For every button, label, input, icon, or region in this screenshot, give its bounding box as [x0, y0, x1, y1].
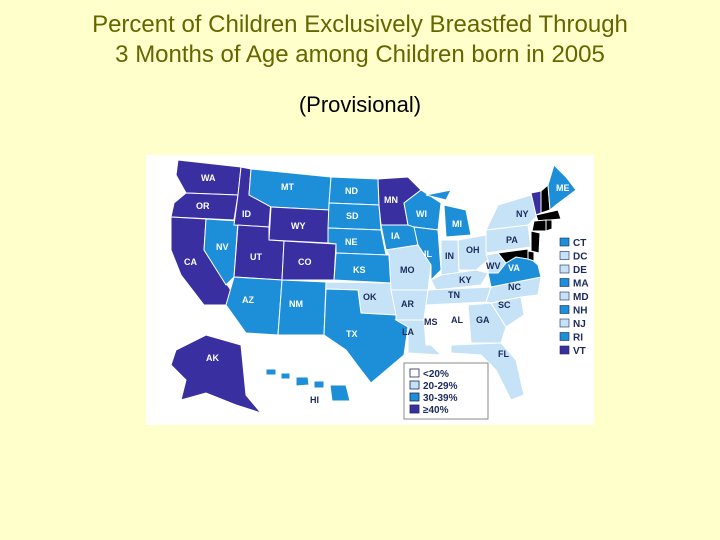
small-state-swatch-md [559, 291, 570, 301]
label-wv: WV [486, 261, 501, 271]
label-in: IN [445, 251, 454, 261]
small-state-swatch-de [559, 264, 570, 274]
label-ut: UT [250, 252, 262, 262]
label-ok: OK [363, 292, 377, 302]
small-state-swatch-ct [559, 237, 570, 247]
small-state-label-de: DE [573, 265, 587, 276]
state-fl [450, 342, 525, 401]
legend-label-20-29: 20-29% [423, 381, 458, 392]
label-mo: MO [400, 265, 415, 275]
label-va: VA [508, 263, 520, 273]
label-wy: WY [291, 221, 306, 231]
label-tn: TN [448, 290, 460, 300]
label-nv: NV [216, 242, 229, 252]
us-map-panel: WA OR CA ID NV MT WY UT CO AZ NM ND SD N… [146, 155, 594, 425]
state-az [225, 276, 283, 336]
label-wa: WA [201, 173, 216, 183]
small-state-label-dc: DC [573, 252, 587, 263]
small-state-swatch-nj [559, 318, 570, 328]
state-ri [545, 219, 553, 232]
small-state-label-ma: MA [573, 279, 589, 290]
label-oh: OH [466, 245, 480, 255]
label-pa: PA [506, 235, 518, 245]
state-al [445, 304, 472, 346]
legend-label-lt20: <20% [423, 369, 449, 380]
state-ma [535, 209, 562, 222]
legend-swatch-30-39 [409, 392, 420, 402]
title-line-1: Percent of Children Exclusively Breastfe… [92, 11, 628, 38]
legend-label-30-39: 30-39% [423, 393, 458, 404]
us-choropleth-map: WA OR CA ID NV MT WY UT CO AZ NM ND SD N… [170, 159, 589, 420]
small-state-label-vt: VT [573, 346, 586, 357]
small-states-legend: CT DC DE MA MD NH NJ RI VT [559, 237, 589, 357]
label-or: OR [196, 201, 210, 211]
label-sc: SC [498, 300, 511, 310]
small-state-swatch-ma [559, 278, 570, 287]
state-ky [430, 269, 489, 291]
legend-label-ge40: ≥40% [423, 405, 449, 416]
small-state-swatch-dc [559, 251, 570, 260]
small-state-label-ri: RI [573, 333, 583, 344]
label-nd: ND [345, 186, 358, 196]
label-ca: CA [184, 257, 197, 267]
small-state-label-nj: NJ [573, 319, 586, 330]
state-ct [531, 219, 547, 232]
label-la: LA [402, 327, 414, 337]
state-nj [530, 230, 541, 254]
label-fl: FL [498, 349, 509, 359]
legend-swatch-20-29 [409, 380, 420, 390]
small-state-swatch-ri [559, 332, 570, 341]
label-mt: MT [281, 182, 294, 192]
legend-swatch-ge40 [409, 404, 420, 414]
label-nm: NM [289, 299, 303, 309]
small-state-swatch-nh [559, 305, 570, 314]
label-mn: MN [384, 195, 398, 205]
label-ga: GA [476, 315, 490, 325]
label-az: AZ [242, 295, 254, 305]
title-line-2: 3 Months of Age among Children born in 2… [115, 41, 605, 68]
label-me: ME [556, 183, 570, 193]
state-ny [485, 194, 539, 231]
state-de [527, 250, 535, 262]
label-id: ID [242, 209, 252, 219]
category-legend: <20% 20-29% 30-39% ≥40% [403, 362, 489, 420]
small-state-label-md: MD [573, 292, 589, 303]
label-co: CO [298, 257, 312, 267]
state-hi [265, 368, 351, 402]
label-hi: HI [310, 395, 319, 405]
label-mi: MI [452, 219, 462, 229]
label-ny: NY [516, 209, 529, 219]
state-ak [170, 334, 263, 414]
slide-title: Percent of Children Exclusively Breastfe… [0, 10, 720, 70]
state-nv [203, 218, 239, 286]
label-ky: KY [459, 275, 472, 285]
state-oh [457, 234, 489, 271]
state-mi [425, 189, 472, 238]
label-ak: AK [206, 353, 219, 363]
label-wi: WI [416, 209, 427, 219]
slide-subtitle: (Provisional) [298, 92, 422, 117]
label-sd: SD [346, 211, 359, 221]
state-tx [323, 288, 409, 384]
state-ga [467, 302, 507, 344]
state-md [497, 248, 529, 264]
label-ar: AR [401, 299, 414, 309]
label-ne: NE [345, 237, 358, 247]
small-state-swatch-vt [559, 345, 570, 355]
label-nc: NC [508, 282, 521, 292]
small-state-label-ct: CT [573, 238, 586, 249]
label-tx: TX [346, 329, 358, 339]
label-ks: KS [353, 265, 366, 275]
state-me [547, 164, 577, 212]
legend-swatch-lt20 [409, 368, 420, 378]
label-al: AL [451, 315, 463, 325]
label-ia: IA [391, 231, 401, 241]
small-state-label-nh: NH [573, 306, 587, 317]
state-ms [423, 304, 447, 346]
label-ms: MS [424, 317, 438, 327]
label-il: IL [424, 249, 433, 259]
